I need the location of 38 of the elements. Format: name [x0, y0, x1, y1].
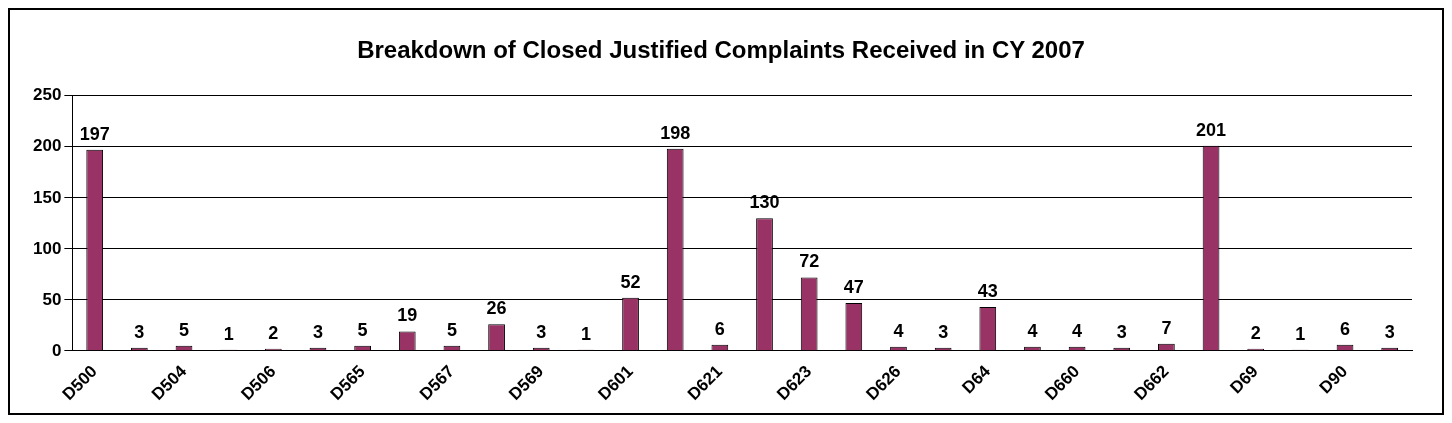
x-tick-label: D69 — [1226, 361, 1262, 398]
data-label: 5 — [446, 319, 457, 340]
data-label: 3 — [134, 321, 145, 342]
data-label: 3 — [312, 321, 323, 342]
data-label: 198 — [660, 122, 691, 143]
data-label: 52 — [620, 271, 641, 292]
data-label: 4 — [1027, 320, 1038, 341]
x-tick-label: D90 — [1315, 361, 1352, 398]
data-label: 3 — [1116, 321, 1127, 342]
data-label: 5 — [357, 319, 368, 340]
y-tick-label: 0 — [51, 340, 62, 360]
y-tick-label: 250 — [32, 85, 62, 105]
data-label: 26 — [486, 298, 507, 319]
data-label: 2 — [268, 322, 279, 343]
data-label: 4 — [893, 320, 904, 341]
data-label: 1 — [580, 323, 591, 344]
y-tick-label: 100 — [32, 238, 62, 258]
data-label: 1 — [1295, 323, 1306, 344]
y-tick-label: 150 — [32, 187, 62, 207]
data-label: 43 — [977, 280, 998, 301]
data-label: 6 — [1340, 318, 1351, 339]
y-tick-label: 50 — [42, 289, 62, 309]
data-label: 7 — [1161, 317, 1172, 338]
data-label: 197 — [79, 123, 110, 144]
data-label: 47 — [843, 276, 864, 297]
data-label: 201 — [1196, 119, 1227, 140]
data-label: 72 — [799, 251, 820, 272]
data-label: 1 — [223, 323, 234, 344]
data-label: 19 — [397, 305, 418, 326]
y-tick-label: 200 — [32, 136, 62, 156]
data-label: 2 — [1250, 322, 1261, 343]
data-label: 4 — [1072, 320, 1083, 341]
data-label: 3 — [536, 321, 547, 342]
data-label: 5 — [178, 319, 190, 340]
data-label: 3 — [938, 321, 949, 342]
chart-title: Breakdown of Closed Justified Complaints Received in CY 2007 — [357, 36, 1085, 64]
data-label: 3 — [1384, 321, 1395, 342]
data-label: 6 — [714, 318, 725, 339]
